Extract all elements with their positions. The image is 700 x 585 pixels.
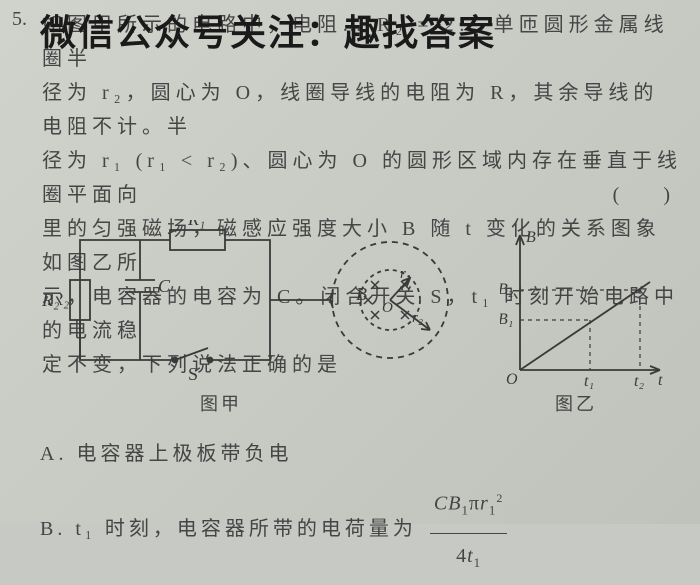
label-r1-radius: r₁ [400, 266, 411, 282]
body-line: 径为 r₂，圆心为 O，线圈导线的电阻为 R，其余导线的电阻不计。半 [42, 82, 658, 138]
label-r2-radius: r₂ [412, 310, 423, 326]
option-a: A. 电容器上极板带负电 [40, 432, 511, 476]
label-c: C [158, 276, 171, 296]
options: A. 电容器上极板带负电 B. t₁ 时刻，电容器所带的电荷量为 CB1πr12… [40, 432, 511, 585]
tick-t2: t₂ [634, 373, 644, 390]
option-b: B. t₁ 时刻，电容器所带的电荷量为 CB1πr12 4t1 [40, 476, 511, 585]
graph-svg: B t B₁ B₂ t₁ t₂ O [500, 230, 670, 390]
watermark-text: 微信公众号关注：趣找答案 [40, 4, 496, 56]
label-o: O [382, 300, 393, 316]
origin-o: O [506, 371, 518, 388]
option-b-prefix: B. t₁ 时刻，电容器所带的电荷量为 [40, 518, 417, 540]
body-line: 径为 r₁ (r₁ < r₂)、圆心为 O 的圆形区域内存在垂直于线圈平面向 [42, 150, 682, 206]
figure-jia: R₁ R₂ C S B r₁ r₂ O R₂ [60, 220, 460, 420]
label-r2: R₂ [60, 289, 69, 309]
axis-t: t [658, 372, 663, 389]
label-s: S [188, 364, 198, 384]
label-b: B [356, 284, 367, 304]
label-r1: R₁ [187, 220, 205, 229]
figures: R₁ R₂ C S B r₁ r₂ O R₂ 图甲 [0, 220, 700, 430]
figure-yi-label: 图乙 [555, 390, 597, 416]
label-r2-outer: R₂ [42, 290, 59, 311]
tick-b2: B₂ [500, 281, 514, 298]
question-number: 5. [12, 8, 27, 31]
answer-paren: ( ) [613, 178, 682, 207]
circuit-svg: R₁ R₂ C S B r₁ r₂ O [60, 220, 460, 390]
axis-b: B [526, 230, 536, 246]
page: 5. 微信公众号关注：趣找答案 如图甲所示的电路中，电阻… R₂ = 2… 单匝… [0, 0, 700, 524]
tick-t1: t₁ [584, 373, 594, 390]
tick-b1: B₁ [500, 311, 513, 328]
option-b-fraction: CB1πr12 4t1 [430, 476, 507, 585]
figure-jia-label: 图甲 [200, 390, 242, 416]
